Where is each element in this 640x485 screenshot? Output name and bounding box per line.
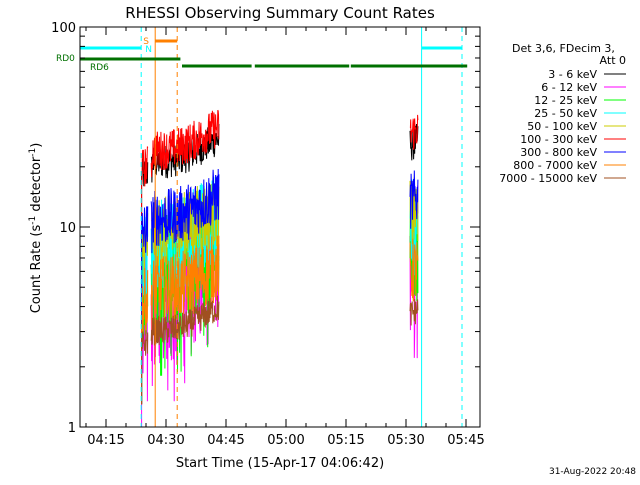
- legend-label-8: 800 - 7000 keV: [513, 159, 597, 172]
- legend-header-1: Det 3,6, FDecim 3,: [512, 42, 615, 55]
- plot-area: SN RD0 RD6: [56, 27, 468, 427]
- x-axis-label: Start Time (15-Apr-17 04:06:42): [176, 456, 384, 471]
- rd-label-2: RD6: [90, 63, 109, 73]
- series-line-6-part-1: [141, 146, 149, 405]
- series-line-9-part-1: [141, 330, 149, 405]
- legend-label-9: 7000 - 15000 keV: [499, 172, 597, 185]
- series-line-7-part-2: [150, 168, 220, 254]
- plot-clip-group: [141, 109, 419, 427]
- axes: 04:15 04:30 04:45 05:00 05:15 05:30 05:45 1 10 10…: [51, 21, 485, 448]
- x-tick-label-2: 04:30: [147, 433, 184, 448]
- legend-label-4: 25 - 50 keV: [534, 107, 597, 120]
- x-tick-label-5: 05:15: [327, 433, 364, 448]
- flag-label-2: N: [145, 45, 152, 55]
- legend-label-2: 6 - 12 keV: [541, 81, 597, 94]
- y-tick-label-2: 10: [59, 221, 76, 236]
- series-line-8-part-1: [141, 267, 149, 405]
- x-tick-label-1: 04:15: [87, 433, 124, 448]
- series-line-6-part-3: [409, 114, 419, 150]
- series-line-6-part-2: [150, 109, 220, 178]
- legend-label-7: 300 - 800 keV: [520, 146, 597, 159]
- legend-header-2: Att 0: [600, 54, 626, 67]
- y-axis-label: Count Rate (s-1 detector-1): [28, 143, 44, 314]
- x-tick-label-3: 04:45: [207, 433, 244, 448]
- plot-frame: [79, 26, 481, 428]
- series-line-9-part-2: [150, 295, 220, 346]
- series-line-8-part-2: [150, 235, 220, 332]
- legend-label-1: 3 - 6 keV: [548, 68, 597, 81]
- legend-label-6: 100 - 300 keV: [520, 133, 597, 146]
- series-line-7-part-3: [409, 170, 419, 229]
- chart-title: RHESSI Observing Summary Count Rates: [125, 4, 435, 22]
- y-tick-label-1: 1: [68, 421, 76, 436]
- x-tick-label-6: 05:30: [387, 433, 424, 448]
- flag-label-1: S: [143, 37, 149, 47]
- legend-label-3: 12 - 25 keV: [534, 94, 597, 107]
- x-tick-label-7: 05:45: [447, 433, 484, 448]
- series-line-8-part-3: [409, 238, 419, 302]
- series-line-7-part-1: [141, 206, 149, 405]
- x-tick-label-4: 05:00: [267, 433, 304, 448]
- rd-label-1: RD0: [56, 54, 75, 64]
- legend-label-5: 50 - 100 keV: [527, 120, 597, 133]
- timestamp: 31-Aug-2022 20:48: [549, 467, 636, 477]
- y-tick-label-3: 100: [51, 21, 76, 36]
- series-line-9-part-3: [409, 299, 419, 326]
